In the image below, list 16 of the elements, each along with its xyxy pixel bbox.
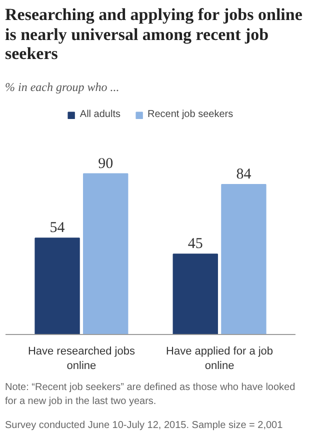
x-tick-label: Have applied for a job online bbox=[166, 346, 274, 372]
x-tick-label: Have researched jobs online bbox=[28, 346, 136, 372]
legend-label: All adults bbox=[80, 109, 120, 120]
legend-label: Recent job seekers bbox=[147, 109, 234, 120]
bar bbox=[34, 238, 80, 334]
text: Survey conducted June 10-July 12, 2015. Sample size = 2,001 bbox=[5, 419, 283, 433]
bar bbox=[221, 184, 266, 334]
bar bbox=[172, 254, 218, 334]
bar bbox=[83, 173, 128, 334]
data-label: 84 bbox=[236, 166, 252, 182]
chart-subtitle: % in each group who ... bbox=[5, 79, 120, 96]
text: Note: “Recent job seekers” are defined as those who have looked for a new job in the last two years. bbox=[5, 381, 296, 410]
chart-title: Researching and applying for jobs online is nearly universal among recent job seekers bbox=[5, 5, 304, 64]
data-label: 45 bbox=[188, 236, 203, 252]
data-label: 90 bbox=[98, 156, 114, 172]
data-label: 54 bbox=[50, 220, 66, 236]
